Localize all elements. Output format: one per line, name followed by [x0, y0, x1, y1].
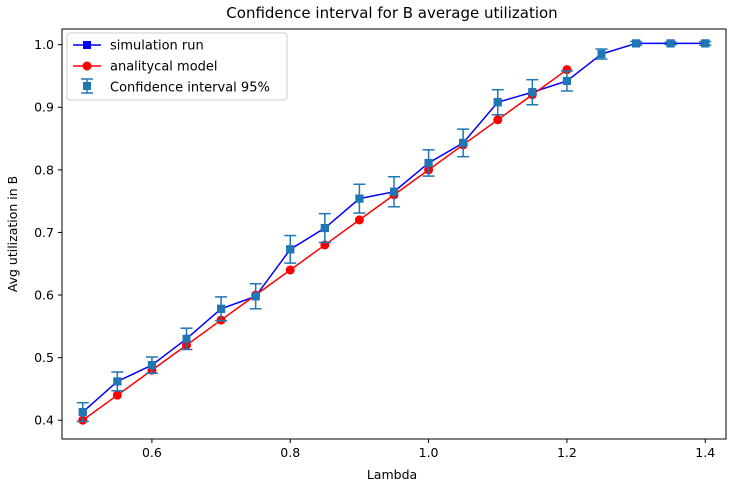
- point-confidence-interval: [251, 292, 260, 301]
- point-analitycal-model: [354, 215, 364, 225]
- legend-marker-simulation-run: [83, 41, 91, 49]
- y-tick-label: 0.7: [34, 225, 54, 240]
- point-confidence-interval: [562, 76, 571, 85]
- point-confidence-interval: [666, 39, 675, 48]
- chart-title: Confidence interval for B average utiliz…: [226, 4, 557, 22]
- x-tick-label: 1.0: [419, 445, 439, 460]
- point-confidence-interval: [459, 138, 468, 147]
- series-confidence-interval: [76, 39, 712, 423]
- errorbar: [76, 401, 89, 423]
- legend-item-analitycal-model: analitycal model: [73, 60, 218, 75]
- errorbar: [215, 296, 228, 322]
- y-tick-label: 1.0: [34, 37, 54, 52]
- point-confidence-interval: [597, 50, 606, 59]
- point-confidence-interval: [78, 408, 87, 417]
- point-confidence-interval: [493, 98, 502, 107]
- x-tick-label: 0.6: [142, 445, 162, 460]
- errorbar: [422, 149, 435, 177]
- errorbar: [111, 371, 124, 392]
- legend-label-simulation-run: simulation run: [110, 39, 204, 54]
- errorbar: [526, 78, 539, 106]
- errorbar: [699, 39, 712, 48]
- point-confidence-interval: [286, 245, 295, 254]
- x-axis-label: Lambda: [367, 467, 417, 482]
- point-analitycal-model: [285, 265, 295, 275]
- y-tick-label: 0.9: [34, 100, 54, 115]
- point-analitycal-model: [493, 115, 503, 125]
- y-tick-label: 0.4: [34, 413, 54, 428]
- point-confidence-interval: [217, 304, 226, 313]
- errorbar: [457, 128, 470, 158]
- errorbar: [284, 234, 297, 264]
- point-confidence-interval: [528, 88, 537, 97]
- legend-marker-confidence-interval: [83, 82, 91, 90]
- x-tick-label: 1.2: [557, 445, 577, 460]
- y-axis: 0.4 0.5 0.6 0.7 0.8 0.9 1.0: [34, 37, 62, 428]
- point-confidence-interval: [113, 377, 122, 386]
- errorbar: [353, 183, 366, 214]
- legend-marker-analitycal-model: [82, 61, 92, 71]
- legend-label-confidence-interval: Confidence interval 95%: [110, 81, 270, 96]
- legend-label-analitycal-model: analitycal model: [110, 60, 218, 75]
- point-confidence-interval: [632, 39, 641, 48]
- legend-frame: [66, 32, 288, 101]
- y-axis-label: Avg utilization in B: [5, 176, 20, 292]
- point-analitycal-model: [562, 65, 572, 75]
- legend: simulation run analitycal model Confiden…: [66, 32, 288, 101]
- x-tick-label: 1.4: [695, 445, 715, 460]
- errorbar: [491, 88, 504, 116]
- point-confidence-interval: [147, 361, 156, 370]
- legend-item-simulation-run: simulation run: [73, 39, 204, 54]
- plot-frame: [61, 28, 727, 440]
- x-tick-label: 0.8: [280, 445, 300, 460]
- errorbar: [249, 283, 262, 310]
- point-confidence-interval: [355, 194, 364, 203]
- errorbar: [560, 70, 573, 92]
- y-tick-label: 0.6: [34, 288, 54, 303]
- point-confidence-interval: [182, 334, 191, 343]
- y-tick-label: 0.5: [34, 350, 54, 365]
- errorbar: [318, 212, 331, 244]
- point-analitycal-model: [112, 390, 122, 400]
- errorbar: [180, 327, 193, 351]
- plot-area: [76, 39, 712, 425]
- x-axis: 0.6 0.8 1.0 1.2 1.4: [142, 439, 715, 460]
- errorbar: [664, 39, 677, 48]
- errorbar: [145, 356, 158, 375]
- point-confidence-interval: [320, 224, 329, 233]
- point-confidence-interval: [701, 39, 710, 48]
- errorbar: [595, 48, 608, 60]
- legend-item-confidence-interval: Confidence interval 95%: [81, 78, 270, 96]
- errorbar: [630, 39, 643, 48]
- y-tick-label: 0.8: [34, 162, 54, 177]
- errorbar: [388, 175, 400, 208]
- point-confidence-interval: [424, 158, 433, 167]
- point-confidence-interval: [390, 187, 398, 196]
